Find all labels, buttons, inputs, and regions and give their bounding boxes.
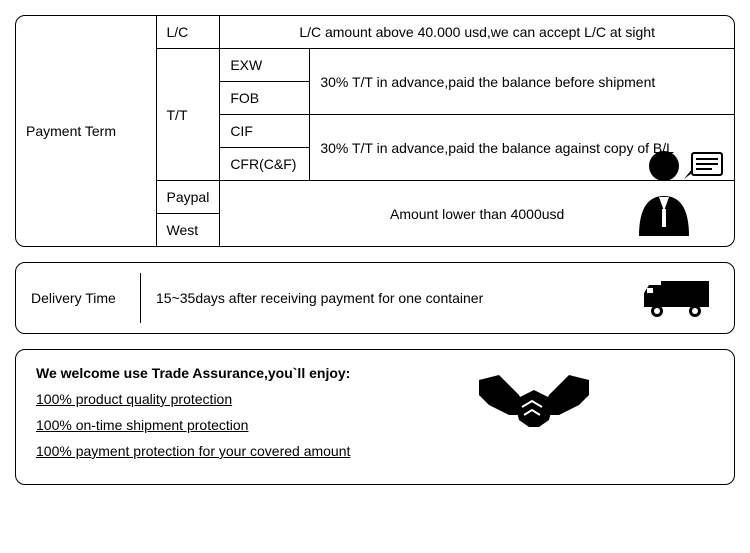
lc-desc: L/C amount above 40.000 usd,we can accep… — [220, 16, 734, 49]
assurance-item-2: 100% payment protection for your covered… — [36, 443, 714, 459]
assurance-item-1: 100% on-time shipment protection — [36, 417, 714, 433]
assurance-header: We welcome use Trade Assurance,you`ll en… — [36, 365, 714, 381]
payment-term-panel: Payment Term L/C L/C amount above 40.000… — [15, 15, 735, 247]
delivery-label: Delivery Time — [31, 273, 141, 323]
tt-fob: FOB — [220, 82, 310, 115]
payment-term-cell: Payment Term — [16, 16, 156, 246]
lc-label: L/C — [156, 16, 220, 49]
tt-label: T/T — [156, 49, 220, 181]
tt-desc1: 30% T/T in advance,paid the balance befo… — [310, 49, 734, 115]
tt-cfr: CFR(C&F) — [220, 148, 310, 181]
tt-exw: EXW — [220, 49, 310, 82]
handshake-icon — [474, 365, 594, 445]
delivery-panel: Delivery Time 15~35days after receiving … — [15, 262, 735, 334]
businessman-icon — [624, 141, 724, 241]
assurance-item-0: 100% product quality protection — [36, 391, 714, 407]
tt-cif: CIF — [220, 115, 310, 148]
delivery-desc: 15~35days after receiving payment for on… — [156, 290, 639, 306]
truck-icon — [639, 273, 719, 323]
assurance-panel: We welcome use Trade Assurance,you`ll en… — [15, 349, 735, 485]
paypal-label: Paypal — [156, 181, 220, 214]
west-label: West — [156, 214, 220, 247]
